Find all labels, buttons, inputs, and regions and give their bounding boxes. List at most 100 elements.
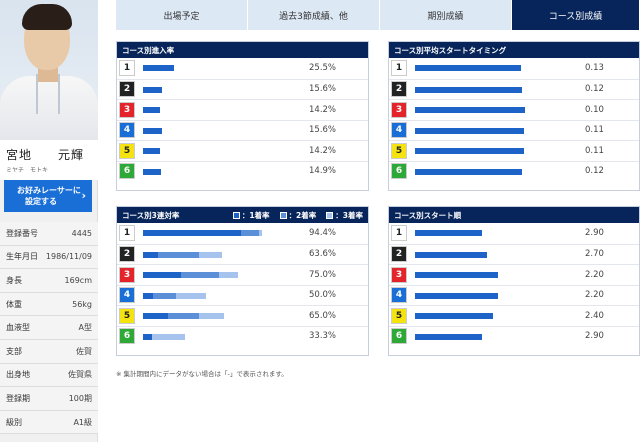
lane-number: 6 <box>391 328 407 345</box>
footnote: ※ 集計期間内にデータがない場合は「-」で表示されます。 <box>116 370 288 378</box>
table-row: 1 94.4% <box>117 223 368 244</box>
avg-start-timing-panel: コース別平均スタートタイミング 1 0.13 2 0.12 3 0.10 4 0.11 5 0.1… <box>388 41 640 191</box>
racer-name-kana: ミヤチ モトキ <box>6 167 49 174</box>
lane-number: 4 <box>119 122 135 139</box>
bar <box>143 168 161 175</box>
table-row: 1 2.90 <box>389 223 639 244</box>
bar-segment <box>143 107 160 113</box>
bar-segment-p2 <box>241 230 259 236</box>
lane-number: 3 <box>119 101 135 118</box>
racer-profile-list: 登録番号 4445 生年月日 1986/11/09 身長 169cm 体重 56kg 血液型 A型… <box>0 222 98 435</box>
lane-number: 2 <box>119 81 135 98</box>
value-label: 14.2% <box>309 145 337 156</box>
legend: ：1着率 ：2着率 ：3着率 <box>232 210 368 221</box>
lane-number: 4 <box>391 122 407 139</box>
lane-number: 1 <box>119 60 135 77</box>
bar <box>415 86 522 93</box>
bar <box>415 272 498 278</box>
bar-segment-p1 <box>143 292 153 299</box>
table-row: 3 75.0% <box>117 264 368 285</box>
profile-row: 血液型 A型 <box>0 316 98 340</box>
value-label: 65.0% <box>309 310 337 321</box>
bar-segment <box>143 148 160 154</box>
profile-key: 血液型 <box>6 323 30 333</box>
value-label: 0.10 <box>585 104 604 115</box>
lane-number: 1 <box>119 225 135 242</box>
bar-segment-p1 <box>143 251 158 258</box>
lane-number: 3 <box>119 266 135 283</box>
table-row: 4 15.6% <box>117 119 368 141</box>
value-label: 63.6% <box>309 249 337 260</box>
bar-segment-p3 <box>176 292 206 299</box>
table-row: 3 2.20 <box>389 264 639 285</box>
value-label: 2.20 <box>585 290 604 301</box>
bar-segment-p3 <box>199 251 222 258</box>
panel-title: コース別平均スタートタイミング <box>389 42 639 58</box>
bar <box>143 127 162 134</box>
bar-segment <box>415 148 524 154</box>
value-label: 2.40 <box>585 310 604 321</box>
bar-segment <box>415 251 487 258</box>
profile-value: 100期 <box>68 393 92 403</box>
value-label: 50.0% <box>309 290 337 301</box>
value-label: 33.3% <box>309 331 337 342</box>
bar-segment-p2 <box>158 251 199 258</box>
lane-number: 2 <box>391 246 407 263</box>
racer-name-box: 宮地 元輝 ミヤチ モトキ <box>0 140 98 180</box>
favorite-button-line1: お好みレーサーに <box>17 186 81 195</box>
tab-3[interactable]: 期別成績 <box>380 0 512 30</box>
lane-number: 1 <box>391 60 407 77</box>
table-row: 5 14.2% <box>117 140 368 161</box>
table-row: 1 0.13 <box>389 58 639 79</box>
bar-segment <box>415 313 493 319</box>
lane-number: 3 <box>391 266 407 283</box>
legend-2nd: ：2着率 <box>279 210 316 221</box>
bar-segment <box>143 65 174 71</box>
bar-segment <box>143 168 161 175</box>
lane-number: 4 <box>391 287 407 304</box>
bar-segment-p1 <box>143 333 152 340</box>
value-label: 94.4% <box>309 228 337 239</box>
bar-segment <box>415 230 482 236</box>
bar-segment-p1 <box>143 313 168 319</box>
table-row: 2 15.6% <box>117 78 368 100</box>
profile-value: A型 <box>78 323 92 333</box>
value-label: 0.12 <box>585 166 604 177</box>
value-label: 14.2% <box>309 104 337 115</box>
table-row: 4 0.11 <box>389 119 639 141</box>
tab-4[interactable]: コース別成績 <box>512 0 640 30</box>
table-row: 4 2.20 <box>389 284 639 306</box>
lane-number: 5 <box>391 307 407 324</box>
lane-number: 5 <box>119 307 135 324</box>
profile-value: 4445 <box>71 228 92 238</box>
chevron-right-icon: › <box>81 189 86 202</box>
lane-number: 6 <box>119 328 135 345</box>
bar-segment <box>415 107 525 113</box>
favorite-racer-button[interactable]: お好みレーサーに 設定する › <box>4 180 92 212</box>
tab-2[interactable]: 過去3節成績、他 <box>248 0 380 30</box>
value-label: 15.6% <box>309 84 337 95</box>
panel-title: コース別3連対率 <box>122 210 180 220</box>
lane-number: 6 <box>119 163 135 180</box>
lane-number: 1 <box>391 225 407 242</box>
bar-segment-p3 <box>152 333 185 340</box>
table-row: 2 0.12 <box>389 78 639 100</box>
value-label: 25.5% <box>309 63 337 74</box>
lane-number: 2 <box>119 246 135 263</box>
bar-segment <box>415 292 498 299</box>
table-row: 2 2.70 <box>389 243 639 265</box>
table-row: 6 2.90 <box>389 325 639 347</box>
tab-1[interactable]: 出場予定 <box>116 0 248 30</box>
racer-photo <box>0 0 98 140</box>
profile-key: 出身地 <box>6 370 30 380</box>
bar-segment <box>415 86 522 93</box>
stacked-bar <box>143 292 206 299</box>
bar-segment <box>415 333 482 340</box>
bar <box>143 65 174 71</box>
bar <box>143 107 160 113</box>
profile-key: 体重 <box>6 299 22 309</box>
table-row: 6 33.3% <box>117 325 368 347</box>
value-label: 75.0% <box>309 269 337 280</box>
panel-title: コース別スタート順 <box>389 207 639 223</box>
table-row: 5 65.0% <box>117 305 368 326</box>
